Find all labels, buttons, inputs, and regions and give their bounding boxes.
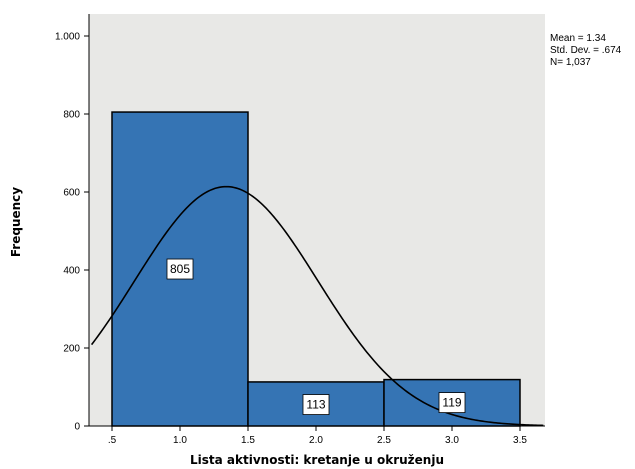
y-tick-label: 200 xyxy=(63,344,80,355)
y-tick-label: 600 xyxy=(63,188,80,199)
y-tick-label: 800 xyxy=(63,110,80,121)
x-ticks-layer: .5 1.0 1.5 2.0 2.5 3.0 3.5 xyxy=(108,426,528,446)
bar-value-label: 119 xyxy=(439,393,465,413)
y-ticks-layer: 0 200 400 600 800 1.000 xyxy=(55,32,89,433)
stats-std-dev: Std. Dev. = .674 xyxy=(550,45,622,56)
bar-value-text: 805 xyxy=(170,262,190,276)
x-tick-label: .5 xyxy=(108,435,117,446)
x-tick-label: 1.5 xyxy=(241,435,255,446)
y-tick-label: 400 xyxy=(63,266,80,277)
stats-n: N= 1,037 xyxy=(550,57,591,68)
y-axis-title: Frequency xyxy=(9,187,23,257)
bar-value-label: 805 xyxy=(167,259,193,279)
x-tick-label: 3.0 xyxy=(445,435,459,446)
x-tick-label: 2.5 xyxy=(377,435,391,446)
bar-value-text: 119 xyxy=(442,396,461,410)
y-tick-label: 0 xyxy=(74,422,80,433)
y-tick-label: 1.000 xyxy=(55,32,80,43)
x-tick-label: 3.5 xyxy=(513,435,527,446)
x-axis-title: Lista aktivnosti: kretanje u okruženju xyxy=(190,453,444,467)
x-tick-label: 1.0 xyxy=(173,435,187,446)
x-tick-label: 2.0 xyxy=(309,435,323,446)
bar-value-label: 113 xyxy=(303,395,329,415)
bar-value-text: 113 xyxy=(306,398,325,412)
stats-mean: Mean = 1.34 xyxy=(550,33,606,44)
